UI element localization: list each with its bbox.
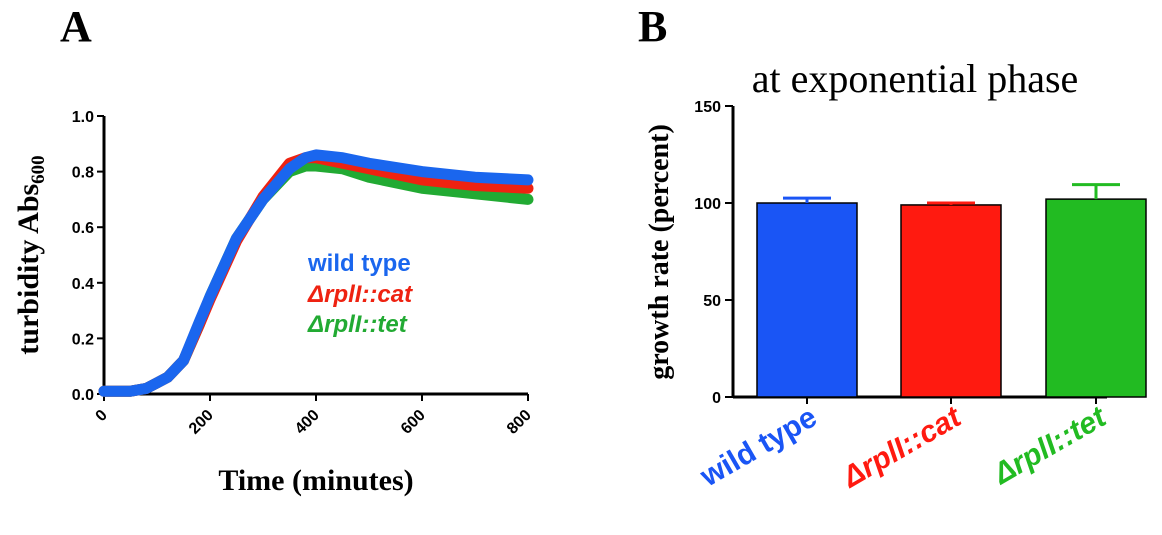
x-tick-label-a: 800	[504, 407, 535, 438]
y-tick-label-a: 0.0	[72, 387, 94, 404]
series-lines-a	[98, 149, 534, 397]
category-label-2: ΔrplI::tet	[987, 399, 1113, 491]
x-ticks-a: 0 200 400 600 800	[93, 394, 535, 438]
legend-item-wild-type: wild type	[307, 250, 411, 277]
series-line-0	[98, 160, 534, 397]
y-axis-title-main: turbidity Abs	[12, 184, 45, 355]
series-line-2	[98, 149, 534, 397]
y-tick-label-a: 0.4	[72, 276, 94, 293]
y-tick-label-b: 100	[694, 196, 721, 213]
y-tick-label-b: 50	[703, 293, 721, 310]
y-tick-label-a: 0.2	[72, 331, 94, 348]
y-tick-label-a: 1.0	[72, 109, 94, 126]
y-ticks-a: 0.0 0.2 0.4 0.6 0.8 1.0	[72, 109, 104, 404]
y-axis-title-a: turbidity Abs600	[12, 155, 49, 354]
chart-b-title: at exponential phase	[752, 56, 1079, 101]
y-tick-label-a: 0.6	[72, 220, 94, 237]
bar-2	[1045, 198, 1147, 398]
bar-0	[756, 202, 858, 398]
legend-item-rpli-cat: ΔrplI::cat	[307, 281, 413, 308]
bar-1	[900, 204, 1002, 398]
y-tick-label-a: 0.8	[72, 165, 94, 182]
growth-curve-chart: 0.0 0.2 0.4 0.6 0.8 1.0 0 200 400 600 800 Time (m…	[12, 109, 535, 497]
category-label-0: wild type	[694, 400, 823, 493]
y-axis-title-subscript: 600	[28, 155, 49, 184]
panel-a-label: A	[60, 2, 92, 51]
y-tick-label-b: 0	[712, 390, 721, 407]
y-tick-label-b: 150	[694, 99, 721, 116]
legend-item-rpli-tet: ΔrplI::tet	[307, 311, 408, 338]
growth-rate-bar-chart: at exponential phase 0 50 100 150 wild type…	[644, 56, 1147, 495]
x-tick-label-a: 400	[292, 407, 323, 438]
y-axis-title-b: growth rate (percent)	[644, 124, 675, 380]
x-tick-label-a: 200	[186, 407, 217, 438]
category-labels-b: wild type ΔrplI::cat ΔrplI::tet	[694, 399, 1113, 494]
category-label-1: ΔrplI::cat	[836, 399, 968, 494]
bars-b	[756, 183, 1147, 404]
y-ticks-b: 0 50 100 150	[694, 99, 733, 407]
panel-b-label: B	[638, 2, 667, 51]
x-tick-label-a: 600	[398, 407, 429, 438]
x-tick-label-a: 0	[93, 407, 111, 425]
x-axis-title-a: Time (minutes)	[218, 464, 413, 497]
legend-a: wild type ΔrplI::cat ΔrplI::tet	[307, 250, 413, 338]
